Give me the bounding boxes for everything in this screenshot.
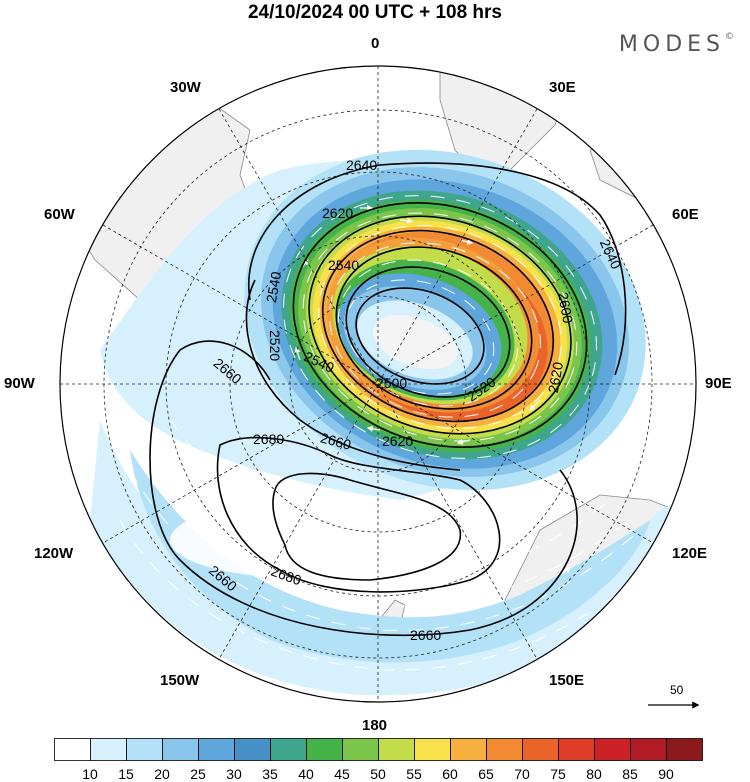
streamline-arrows — [199, 205, 571, 607]
meridian-label-90e: 90E — [705, 375, 732, 392]
contour-label: 2660 — [319, 429, 353, 453]
colorbar-tick-label: 75 — [550, 766, 566, 782]
colorbar-swatch — [234, 738, 271, 761]
colorbar-swatch — [450, 738, 487, 761]
colorbar-swatch — [666, 738, 703, 761]
contour-label: 2620 — [322, 205, 353, 221]
colorbar-swatch — [486, 738, 523, 761]
colorbar-tick-label: 50 — [370, 766, 386, 782]
colorbar-swatch — [162, 738, 199, 761]
colorbar-tick-label: 55 — [406, 766, 422, 782]
colorbar-swatch — [558, 738, 595, 761]
contour-label: 2540 — [263, 270, 284, 304]
contour-label: 2500 — [376, 375, 407, 391]
meridian-label-150e: 150E — [549, 672, 585, 689]
wind-speed-field — [90, 149, 687, 696]
colorbar-tick-label: 45 — [334, 766, 350, 782]
colorbar-tick-label: 35 — [262, 766, 278, 782]
contour-label: 2640 — [346, 157, 377, 173]
colorbar-swatch — [378, 738, 415, 761]
colorbar-swatch — [90, 738, 127, 761]
colorbar-tick-label: 80 — [586, 766, 602, 782]
brand-text: MODES — [618, 32, 725, 57]
meridian-label-150w: 150W — [160, 672, 200, 689]
map-border — [59, 65, 697, 703]
meridian-label-30e: 30E — [549, 79, 576, 96]
contour-label: 2520 — [267, 330, 283, 361]
colorbar-tick-label: 65 — [478, 766, 494, 782]
contour-label: 2540 — [328, 257, 359, 273]
colorbar-swatch — [342, 738, 379, 761]
meridian-label-60w: 60W — [44, 206, 75, 223]
wind-scale: 50 — [646, 683, 706, 723]
meridian-label-90w: 90W — [4, 375, 35, 392]
colorbar-tick-label: 25 — [190, 766, 206, 782]
brand-mark: © — [725, 32, 734, 42]
colorbar-swatch — [306, 738, 343, 761]
height-contours — [149, 162, 627, 637]
contour-label: 2600 — [555, 291, 576, 325]
map-title: 24/10/2024 00 UTC + 108 hrs — [247, 2, 503, 23]
colorbar-tick-label: 60 — [442, 766, 458, 782]
colorbar — [54, 738, 703, 761]
wind-scale-arrow-icon — [648, 701, 700, 709]
colorbar-swatch — [414, 738, 451, 761]
colorbar-swatch — [594, 738, 631, 761]
colorbar-tick-label: 90 — [658, 766, 674, 782]
colorbar-tick-label: 10 — [82, 766, 98, 782]
colorbar-tick-label: 85 — [622, 766, 638, 782]
meridian-label-120e: 120E — [672, 545, 708, 562]
meridian-label-0: 0 — [371, 35, 380, 52]
colorbar-swatch — [126, 738, 163, 761]
contour-label: 2620 — [545, 361, 566, 395]
colorbar-tick-label: 15 — [118, 766, 134, 782]
colorbar-tick-label: 30 — [226, 766, 242, 782]
contour-label: 2620 — [382, 433, 413, 449]
colorbar-tick-label: 40 — [298, 766, 314, 782]
colorbar-tick-label: 20 — [154, 766, 170, 782]
graticule — [60, 66, 696, 702]
colorbar-swatch — [198, 738, 235, 761]
contour-label: 2680 — [253, 431, 284, 447]
meridian-label-120w: 120W — [34, 545, 74, 562]
contour-label: 2660 — [410, 627, 441, 643]
brand-logo: MODES© — [619, 32, 734, 57]
colorbar-swatch — [54, 738, 91, 761]
meridian-label-30w: 30W — [170, 79, 201, 96]
colorbar-swatch — [270, 738, 307, 761]
meridian-label-60e: 60E — [672, 206, 699, 223]
colorbar-swatch — [630, 738, 667, 761]
colorbar-swatch — [522, 738, 559, 761]
meridian-label-180: 180 — [362, 717, 388, 734]
streamlines — [119, 195, 661, 671]
colorbar-tick-label: 70 — [514, 766, 530, 782]
wind-scale-label: 50 — [670, 683, 684, 697]
